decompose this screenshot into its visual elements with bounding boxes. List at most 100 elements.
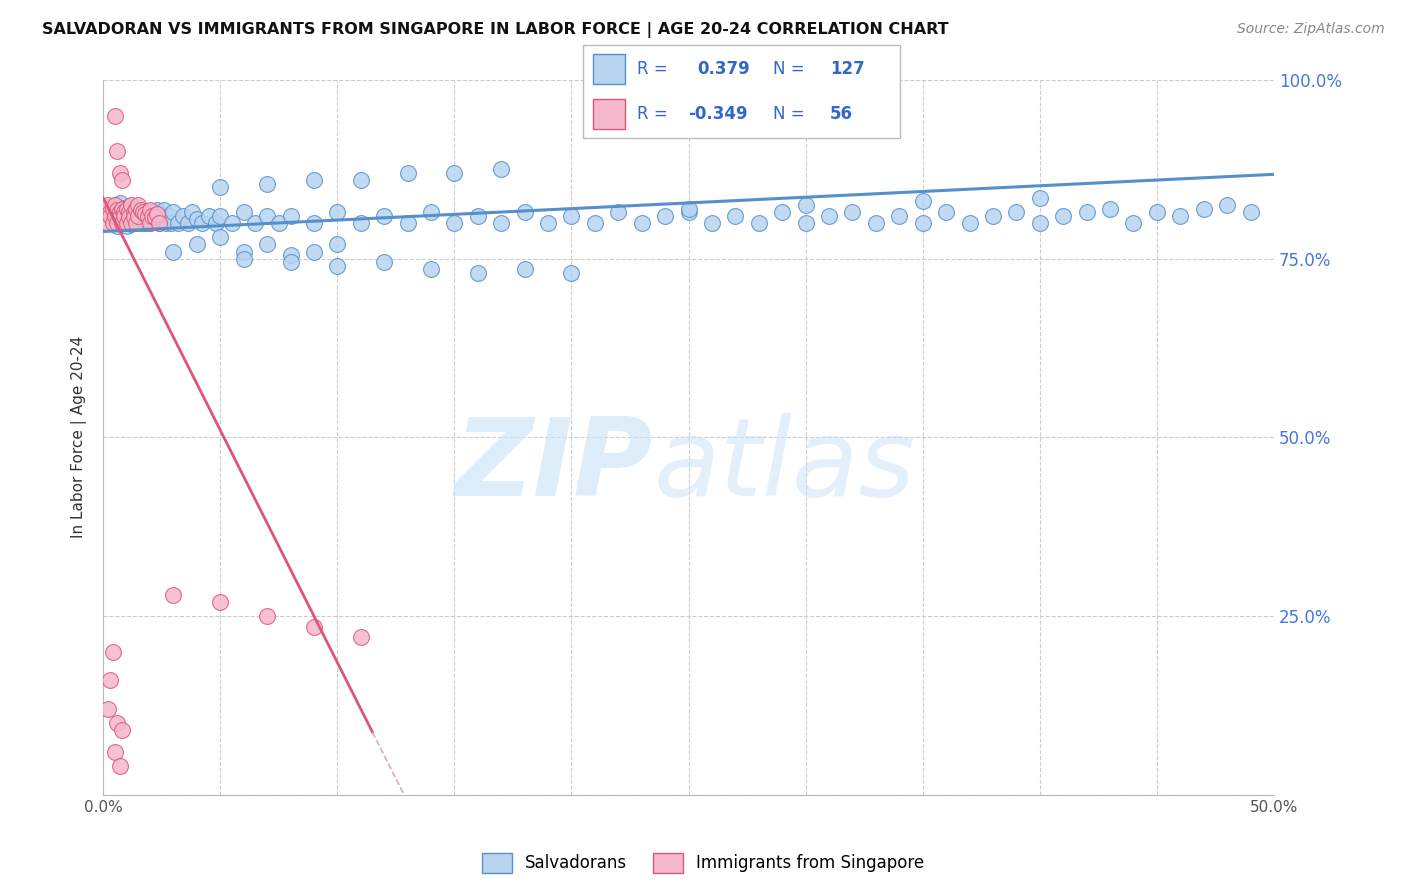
Point xyxy=(120,207,142,221)
Point xyxy=(280,248,302,262)
Point xyxy=(153,202,176,217)
Point xyxy=(97,198,120,212)
Point xyxy=(134,205,156,219)
Point xyxy=(125,209,148,223)
Point xyxy=(1005,205,1028,219)
Point xyxy=(630,216,652,230)
Point xyxy=(209,180,232,194)
Point xyxy=(181,205,204,219)
Point xyxy=(841,205,863,219)
Point xyxy=(111,214,134,228)
Point xyxy=(101,216,124,230)
Text: Source: ZipAtlas.com: Source: ZipAtlas.com xyxy=(1237,22,1385,37)
Point xyxy=(148,216,170,230)
Point xyxy=(118,202,141,216)
Point xyxy=(111,202,134,216)
Bar xyxy=(593,54,624,84)
Point xyxy=(560,209,582,223)
Point xyxy=(101,209,124,223)
Point xyxy=(420,205,443,219)
Point xyxy=(125,202,148,216)
Point xyxy=(125,216,148,230)
Point xyxy=(302,244,325,259)
Point xyxy=(678,202,700,216)
Point xyxy=(134,207,156,221)
Point xyxy=(132,216,155,230)
Point xyxy=(105,202,128,217)
Point xyxy=(155,216,177,230)
Point xyxy=(1192,202,1215,216)
Point xyxy=(136,209,159,223)
Point xyxy=(724,209,747,223)
Point xyxy=(176,216,198,230)
Point xyxy=(98,673,121,688)
Point xyxy=(111,723,134,738)
Point xyxy=(104,198,127,212)
Point xyxy=(94,202,117,216)
Point xyxy=(770,205,793,219)
Point xyxy=(167,216,190,230)
Point xyxy=(112,216,135,230)
Point xyxy=(221,216,243,230)
Text: 56: 56 xyxy=(830,105,853,123)
Point xyxy=(139,216,162,230)
Point xyxy=(115,216,138,230)
Point xyxy=(396,166,419,180)
Point xyxy=(141,209,163,223)
Point xyxy=(141,209,163,223)
Point xyxy=(700,216,723,230)
Point xyxy=(350,173,373,187)
Point xyxy=(118,211,141,225)
Point xyxy=(256,177,278,191)
Point xyxy=(1146,205,1168,219)
Point xyxy=(467,266,489,280)
Point xyxy=(491,162,513,177)
Point xyxy=(172,209,194,223)
Point xyxy=(112,205,135,219)
Point xyxy=(136,209,159,223)
Point xyxy=(143,211,166,225)
Point xyxy=(136,216,159,230)
Text: atlas: atlas xyxy=(654,413,915,518)
Text: SALVADORAN VS IMMIGRANTS FROM SINGAPORE IN LABOR FORCE | AGE 20-24 CORRELATION C: SALVADORAN VS IMMIGRANTS FROM SINGAPORE … xyxy=(42,22,949,38)
Point xyxy=(127,198,149,212)
Point xyxy=(467,209,489,223)
Point xyxy=(280,209,302,223)
Point xyxy=(104,745,127,759)
Text: -0.349: -0.349 xyxy=(688,105,748,123)
Text: 0.379: 0.379 xyxy=(697,60,751,78)
Point xyxy=(326,237,349,252)
Text: N =: N = xyxy=(773,60,804,78)
Point xyxy=(209,209,232,223)
Text: 127: 127 xyxy=(830,60,865,78)
Point xyxy=(443,216,465,230)
Text: R =: R = xyxy=(637,105,668,123)
Point xyxy=(1239,205,1261,219)
Point xyxy=(105,145,128,159)
Point xyxy=(583,216,606,230)
Point xyxy=(120,198,142,212)
Point xyxy=(491,216,513,230)
Point xyxy=(350,631,373,645)
Point xyxy=(1168,209,1191,223)
Point xyxy=(120,216,142,230)
Point xyxy=(101,645,124,659)
Text: N =: N = xyxy=(773,105,804,123)
Point xyxy=(256,609,278,624)
Point xyxy=(748,216,770,230)
Point xyxy=(1029,216,1052,230)
Text: ZIP: ZIP xyxy=(456,413,654,519)
Point xyxy=(280,255,302,269)
Point xyxy=(104,216,127,230)
Point xyxy=(111,202,134,216)
Text: R =: R = xyxy=(637,60,668,78)
Point xyxy=(127,212,149,227)
Bar xyxy=(593,99,624,129)
Point xyxy=(129,202,152,217)
Point xyxy=(911,194,934,209)
Point xyxy=(190,216,212,230)
Point xyxy=(267,216,290,230)
Point xyxy=(794,198,817,212)
Point xyxy=(101,202,124,216)
Point xyxy=(326,259,349,273)
